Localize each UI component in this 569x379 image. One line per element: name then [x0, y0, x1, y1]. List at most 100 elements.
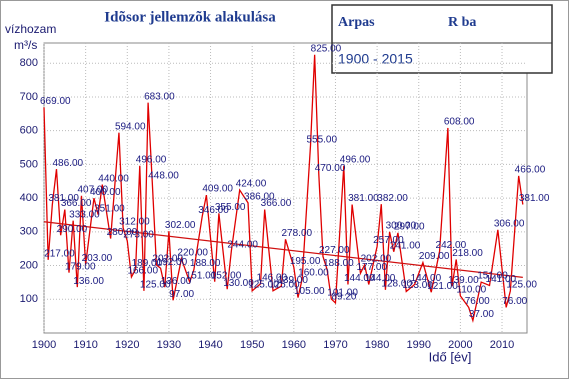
value-label: 202.00: [152, 254, 183, 265]
x-tick-label: 1970: [323, 339, 347, 351]
data-line: [43, 54, 524, 324]
period: 1900 - 2015: [338, 51, 413, 67]
y-axis-label: vízhozam: [5, 22, 56, 36]
value-label: 123.00: [402, 280, 433, 291]
chart-title: Idõsor jellemzõk alakulása: [104, 9, 276, 25]
value-label: 424.00: [236, 179, 267, 190]
value-label: 242.00: [436, 240, 467, 251]
river: R ba: [448, 15, 476, 30]
value-label: 144.00: [411, 273, 442, 284]
value-label: 409.00: [202, 184, 233, 195]
x-axis-label: Idő [év]: [429, 349, 472, 364]
value-label: 76.00: [465, 296, 490, 307]
y-axis-unit: m³/s: [14, 38, 37, 52]
value-label: 188.00: [190, 258, 221, 269]
value-label: 179.00: [65, 261, 96, 272]
value-label: 381.00: [48, 193, 79, 204]
value-label: 278.00: [282, 228, 313, 239]
value-label: 37.00: [469, 309, 494, 320]
value-label: 382.00: [377, 193, 408, 204]
value-label: 97.00: [169, 289, 194, 300]
value-label: 76.00: [502, 296, 527, 307]
value-label: 290.00: [57, 224, 88, 235]
value-label: 202.00: [361, 254, 392, 265]
value-label: 400.00: [90, 187, 121, 198]
value-label: 125.00: [140, 279, 171, 290]
x-tick-label: 1990: [406, 339, 430, 351]
value-label: 366.00: [261, 198, 292, 209]
value-label: 440.00: [98, 173, 129, 184]
value-label: 209.00: [419, 251, 450, 262]
value-label: 166.00: [127, 266, 158, 277]
value-label: 110.00: [456, 285, 486, 296]
value-label: 218.00: [452, 248, 483, 259]
value-label: 203.00: [82, 253, 113, 264]
x-tick-label: 1940: [198, 339, 222, 351]
value-label: 448.00: [148, 171, 179, 182]
value-label: 297.00: [394, 221, 425, 232]
y-tick-label: 800: [20, 57, 38, 69]
value-label: 257.00: [373, 235, 404, 246]
value-label: 555.00: [306, 134, 337, 145]
value-label: 312.00: [119, 216, 150, 227]
value-label: 152.00: [211, 270, 242, 281]
x-tick-label: 1910: [73, 339, 97, 351]
value-label: 300.00: [386, 220, 417, 231]
value-label: 151.00: [186, 271, 217, 282]
y-tick-label: 500: [20, 158, 38, 170]
value-label: 151.00: [477, 271, 508, 282]
value-label: 273.00: [123, 230, 154, 241]
value-label: 381.00: [519, 193, 550, 204]
x-tick-label: 1920: [115, 339, 139, 351]
value-label: 351.00: [94, 203, 125, 214]
value-label: 496.00: [340, 154, 371, 165]
value-label: 227.00: [319, 245, 350, 256]
plot-area: [43, 42, 528, 334]
trend-line: [43, 221, 523, 278]
value-label: 144.00: [365, 273, 396, 284]
value-label: 141.00: [486, 274, 517, 285]
y-tick-label: 600: [20, 125, 38, 137]
value-label: 177.00: [356, 262, 387, 273]
value-label: 470.00: [315, 163, 346, 174]
x-tick-label: 1930: [157, 339, 181, 351]
y-tick-label: 200: [20, 259, 38, 271]
value-label: 189.00: [132, 258, 163, 269]
value-label: 160.00: [298, 268, 329, 279]
value-label: 125.00: [506, 279, 537, 290]
value-label: 220.00: [177, 247, 208, 258]
value-label: 669.00: [40, 96, 71, 107]
station: Arpas: [338, 15, 375, 30]
y-tick-label: 300: [20, 226, 38, 238]
y-tick-label: 700: [20, 91, 38, 103]
x-tick-label: 2000: [448, 339, 472, 351]
x-tick-label: 1980: [365, 339, 389, 351]
value-label: 128.00: [381, 278, 412, 289]
y-tick-label: 100: [20, 293, 38, 305]
value-label: 195.00: [290, 256, 321, 267]
value-label: 346.00: [198, 205, 229, 216]
value-label: 306.00: [494, 218, 525, 229]
value-label: 188.00: [323, 258, 354, 269]
x-tick-label: 1900: [32, 339, 56, 351]
value-label: 355.00: [215, 202, 246, 213]
value-label: 496.00: [136, 154, 167, 165]
value-label: 407.00: [77, 184, 108, 195]
value-label: 280.00: [107, 227, 138, 238]
info-box: [331, 4, 553, 74]
x-tick-label: 2010: [490, 339, 514, 351]
value-label: 302.00: [165, 220, 196, 231]
value-label: 241.00: [390, 240, 421, 251]
value-label: 139.00: [448, 275, 479, 286]
value-label: 121.00: [427, 281, 458, 292]
value-label: 136.00: [73, 276, 104, 287]
value-label: 146.00: [257, 272, 288, 283]
value-label: 144.00: [344, 273, 375, 284]
value-label: 466.00: [515, 165, 546, 176]
value-label: 125.00: [248, 279, 279, 290]
value-label: 105.00: [294, 286, 325, 297]
value-label: 192.00: [157, 257, 188, 268]
x-tick-label: 1950: [240, 339, 264, 351]
